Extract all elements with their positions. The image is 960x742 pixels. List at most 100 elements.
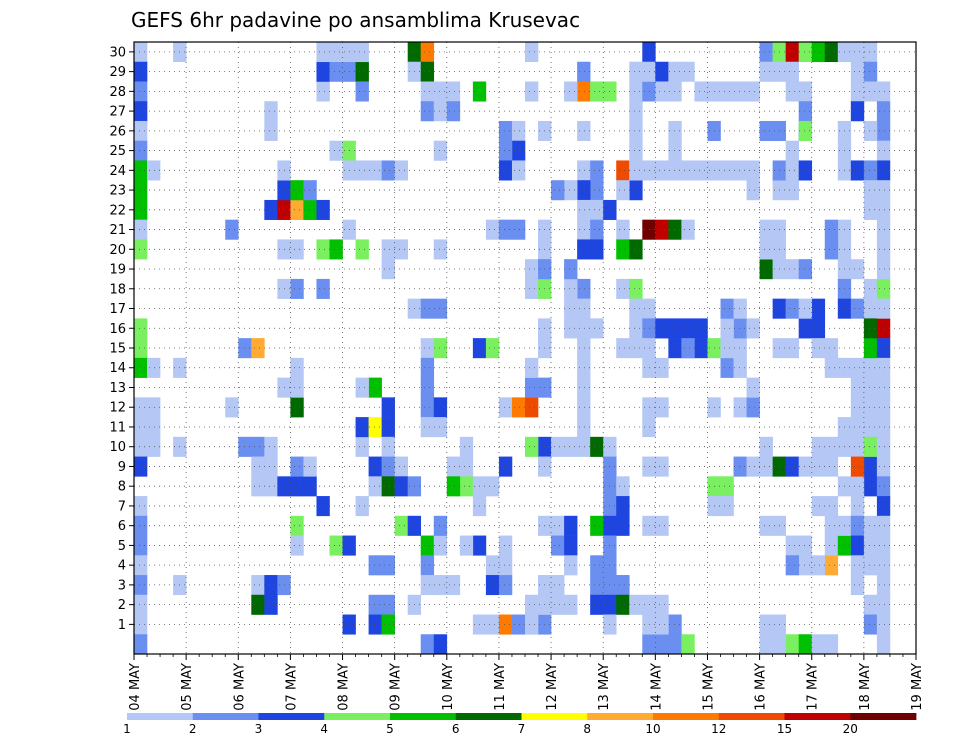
heatmap-cell: [863, 535, 878, 556]
heatmap-cell: [564, 259, 578, 280]
heatmap-cell: [264, 456, 278, 477]
heatmap-cell: [316, 81, 330, 102]
x-tick-label: 06 MAY: [232, 663, 247, 711]
heatmap-cell: [876, 634, 891, 655]
heatmap-cell: [303, 199, 317, 220]
heatmap-cell: [824, 338, 839, 359]
heatmap-cell: [655, 614, 669, 635]
x-tick-label: 12 MAY: [545, 663, 560, 711]
heatmap-cell: [642, 219, 656, 240]
heatmap-cell: [134, 61, 148, 82]
heatmap-cell: [694, 160, 708, 181]
heatmap-cell: [590, 239, 604, 260]
heatmap-cell: [525, 81, 539, 102]
x-axis: 04 MAY 05 MAY 06 MAY 07 MAY 08 MAY 09 MAY 10 M…: [128, 654, 925, 711]
heatmap-cell: [590, 594, 604, 615]
heatmap-cell: [642, 298, 656, 319]
heatmap-cell: [876, 496, 891, 517]
heatmap-cell: [824, 436, 839, 457]
heatmap-cell: [642, 338, 656, 359]
heatmap-cell: [316, 42, 330, 63]
heatmap-cell: [564, 81, 578, 102]
heatmap-cell: [329, 42, 343, 63]
heatmap-cell: [850, 456, 865, 477]
heatmap-cell: [134, 614, 148, 635]
heatmap-cell: [876, 278, 891, 299]
heatmap-cell: [759, 614, 773, 635]
heatmap-cell: [863, 199, 878, 220]
heatmap-cell: [590, 436, 604, 457]
heatmap-cell: [368, 377, 382, 398]
heatmap-cell: [655, 81, 669, 102]
heatmap-cell: [746, 81, 760, 102]
y-tick-label: 14: [109, 361, 126, 376]
x-tick-label: 17 MAY: [806, 663, 821, 711]
heatmap-cell: [511, 120, 526, 142]
heatmap-cell: [746, 180, 760, 201]
colorbar-label: 10: [645, 722, 660, 736]
heatmap-cell: [876, 357, 891, 378]
y-tick-label: 27: [109, 105, 126, 120]
heatmap-cell: [746, 377, 760, 398]
heatmap-cell: [668, 634, 682, 655]
colorbar-label: 6: [452, 722, 460, 736]
heatmap-cell: [876, 515, 891, 536]
heatmap-cell: [577, 338, 591, 359]
heatmap-cell: [863, 160, 878, 181]
heatmap-cell: [446, 456, 461, 477]
heatmap-cell: [629, 81, 643, 102]
heatmap-cell: [420, 575, 435, 596]
heatmap-cell: [590, 515, 604, 536]
heatmap-cell: [694, 81, 708, 102]
heatmap-cell: [850, 81, 865, 102]
colorbar-swatch: [258, 713, 325, 720]
x-tick-label: 07 MAY: [284, 663, 299, 711]
heatmap-cell: [329, 61, 343, 82]
heatmap-cell: [811, 456, 826, 477]
y-tick-label: 28: [109, 85, 126, 100]
heatmap-cell: [655, 357, 669, 378]
x-tick-label: 16 MAY: [754, 663, 769, 711]
heatmap-cell: [876, 160, 891, 181]
heatmap-cell: [876, 81, 891, 102]
heatmap-cell: [616, 180, 630, 201]
heatmap-cell: [668, 81, 682, 102]
heatmap-cell: [733, 81, 747, 102]
heatmap-cell: [590, 160, 604, 181]
heatmap-cell: [134, 456, 148, 477]
heatmap-cell: [863, 436, 878, 457]
heatmap-cell: [251, 436, 265, 457]
y-tick-label: 9: [118, 460, 126, 475]
heatmap-cell: [642, 357, 656, 378]
heatmap-cell: [316, 61, 330, 82]
heatmap-cell: [616, 219, 630, 240]
heatmap-cell: [525, 397, 539, 418]
heatmap-cell: [876, 298, 891, 319]
heatmap-cell: [459, 535, 474, 556]
heatmap-cell: [733, 298, 747, 319]
colorbar-label: 2: [189, 722, 197, 736]
heatmap-cell: [498, 120, 513, 142]
heatmap-cell: [746, 160, 760, 181]
heatmap-cell: [485, 575, 500, 596]
heatmap-cell: [616, 594, 630, 615]
heatmap-cell: [147, 436, 161, 457]
x-tick-label: 18 MAY: [858, 663, 873, 711]
heatmap-cell: [785, 535, 799, 556]
y-tick-label: 3: [118, 578, 126, 593]
colorbar-swatch: [653, 713, 720, 720]
heatmap-cell: [577, 357, 591, 378]
heatmap-cell: [694, 338, 708, 359]
heatmap-cell: [876, 575, 891, 596]
heatmap-cell: [668, 120, 682, 142]
y-tick-label: 19: [109, 263, 126, 278]
colorbar-swatch: [587, 713, 654, 720]
heatmap-cell: [733, 338, 747, 359]
heatmap-cell: [681, 160, 695, 181]
heatmap-cell: [642, 81, 656, 102]
heatmap-cell: [225, 219, 239, 240]
heatmap-cell: [303, 180, 317, 201]
heatmap-cell: [811, 634, 826, 655]
colorbar-label: 12: [711, 722, 726, 736]
